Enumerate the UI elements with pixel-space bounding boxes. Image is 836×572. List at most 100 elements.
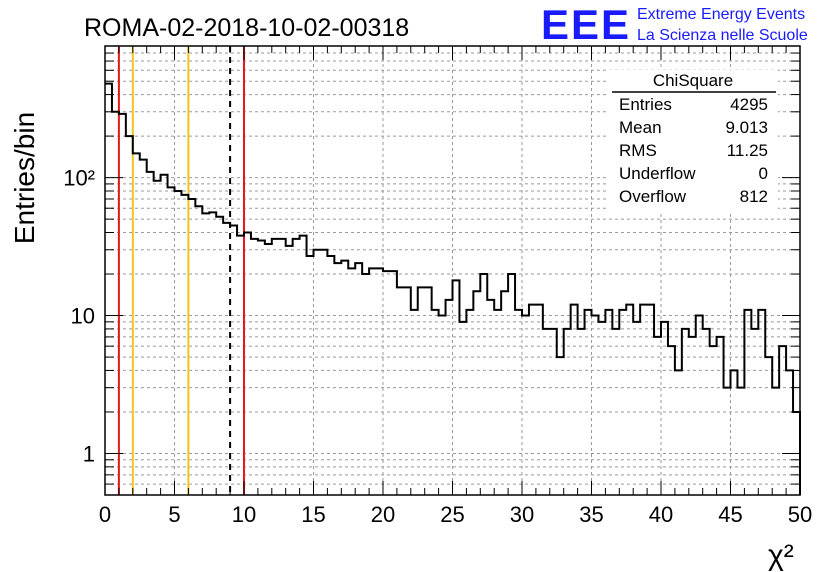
histogram-bin: [168, 187, 175, 495]
histogram-bin: [522, 316, 529, 495]
histogram-bin: [585, 310, 592, 495]
histogram-bin: [772, 388, 779, 495]
stats-row-label: Underflow: [619, 164, 696, 183]
y-tick-label: 10: [71, 304, 95, 329]
logo-subtitle-line1: Extreme Energy Events: [637, 6, 805, 23]
axis-ticks: [104, 45, 801, 496]
histogram-bin: [779, 346, 786, 495]
stats-row-label: RMS: [619, 141, 657, 160]
vertical-marker-lines: [117, 46, 245, 495]
stats-row-value: 11.25: [727, 141, 768, 160]
histogram-bin: [341, 261, 348, 495]
histogram-bin: [216, 217, 223, 495]
logo-subtitle-line2: La Scienza nelle Scuole: [637, 27, 808, 44]
y-tick-label: 1: [83, 441, 95, 466]
histogram-bin: [536, 305, 543, 495]
histogram-bin: [731, 370, 738, 495]
histogram-bin: [619, 310, 626, 495]
histogram-bin: [592, 316, 599, 495]
histogram-bin: [508, 274, 515, 495]
x-tick-label: 15: [301, 502, 325, 527]
x-tick-label: 0: [99, 502, 111, 527]
histogram-bin: [334, 263, 341, 495]
histogram-bin: [737, 388, 744, 495]
histogram-bin: [307, 256, 314, 495]
histogram-bin: [355, 263, 362, 495]
eee-logo: EEE Extreme Energy Events La Scienza nel…: [541, 1, 808, 48]
histogram-bin: [668, 346, 675, 495]
histogram-bin: [230, 225, 237, 495]
histogram-bin: [550, 329, 557, 495]
histogram-bin: [237, 236, 244, 495]
y-tick-label: 10²: [63, 166, 95, 191]
histogram-bin: [119, 114, 126, 495]
histogram-bin: [397, 287, 404, 495]
stats-row-value: 812: [740, 187, 768, 206]
stats-box: ChiSquare Entries 4295 Mean 9.013 RMS 11.25 Un…: [608, 70, 778, 212]
histogram-bin: [696, 316, 703, 495]
histogram-bin: [758, 310, 765, 495]
histogram-bin: [251, 239, 258, 495]
histogram-bin: [480, 274, 487, 495]
histogram-bin: [765, 357, 772, 495]
stats-row-value: 4295: [730, 95, 768, 114]
grid-lines: [105, 45, 800, 496]
x-tick-label: 35: [579, 502, 603, 527]
histogram-bin: [175, 191, 182, 495]
histogram-bin: [640, 305, 647, 495]
histogram-bin: [598, 322, 605, 495]
histogram-bin: [689, 337, 696, 495]
histogram-bin: [744, 310, 751, 495]
histogram-bin: [494, 310, 501, 495]
stats-row-label: Entries: [619, 95, 672, 114]
x-tick-label: 40: [649, 502, 673, 527]
histogram-bin: [459, 322, 466, 495]
histogram-bin: [647, 305, 654, 495]
x-tick-label: 10: [232, 502, 256, 527]
y-axis-label: Entries/bin: [9, 112, 40, 244]
histogram-bin: [126, 136, 133, 495]
histogram-bin: [348, 268, 355, 495]
histogram-bin: [418, 287, 425, 495]
histogram-bin: [383, 271, 390, 495]
stats-row-value: 9.013: [725, 118, 768, 137]
histogram-bin: [543, 329, 550, 495]
histogram-bin: [578, 329, 585, 495]
histogram-bin: [446, 300, 453, 495]
histogram-bin: [272, 239, 279, 495]
eee-logo-text: EEE: [541, 1, 631, 48]
histogram-bin: [501, 291, 508, 495]
histogram-bin: [605, 310, 612, 495]
histogram-bin: [181, 195, 188, 495]
histogram-bin: [724, 388, 731, 495]
histogram-step-line: [105, 82, 801, 495]
histogram-bin: [633, 322, 640, 495]
stats-row-value: 0: [759, 164, 768, 183]
histogram-bin: [209, 212, 216, 495]
histogram-bin: [279, 239, 286, 495]
histogram-bin: [487, 300, 494, 495]
histogram-bin: [258, 241, 265, 495]
histogram-bin: [529, 305, 536, 495]
histogram-bin: [390, 271, 397, 495]
histogram-bin: [320, 250, 327, 495]
histogram-bin: [425, 287, 432, 495]
histogram-bin: [223, 223, 230, 495]
histogram-bin: [376, 268, 383, 495]
stats-title: ChiSquare: [653, 71, 733, 90]
stats-row-label: Overflow: [619, 187, 687, 206]
histogram-bin: [626, 305, 633, 495]
histogram-bin: [751, 329, 758, 495]
y-tick-labels: 1 10 10²: [63, 166, 95, 467]
stats-row-label: Mean: [619, 118, 662, 137]
histogram-bin: [202, 213, 209, 495]
histogram-bin: [154, 181, 161, 495]
x-tick-labels: 0 5 10 15 20 25 30 35 40 45 50: [99, 502, 812, 527]
histogram-bin: [717, 337, 724, 495]
histogram-bin: [188, 199, 195, 495]
histogram-bin: [112, 112, 119, 495]
histogram-bin: [161, 175, 168, 495]
histogram-bin: [140, 160, 147, 495]
histogram-bin: [195, 206, 202, 495]
